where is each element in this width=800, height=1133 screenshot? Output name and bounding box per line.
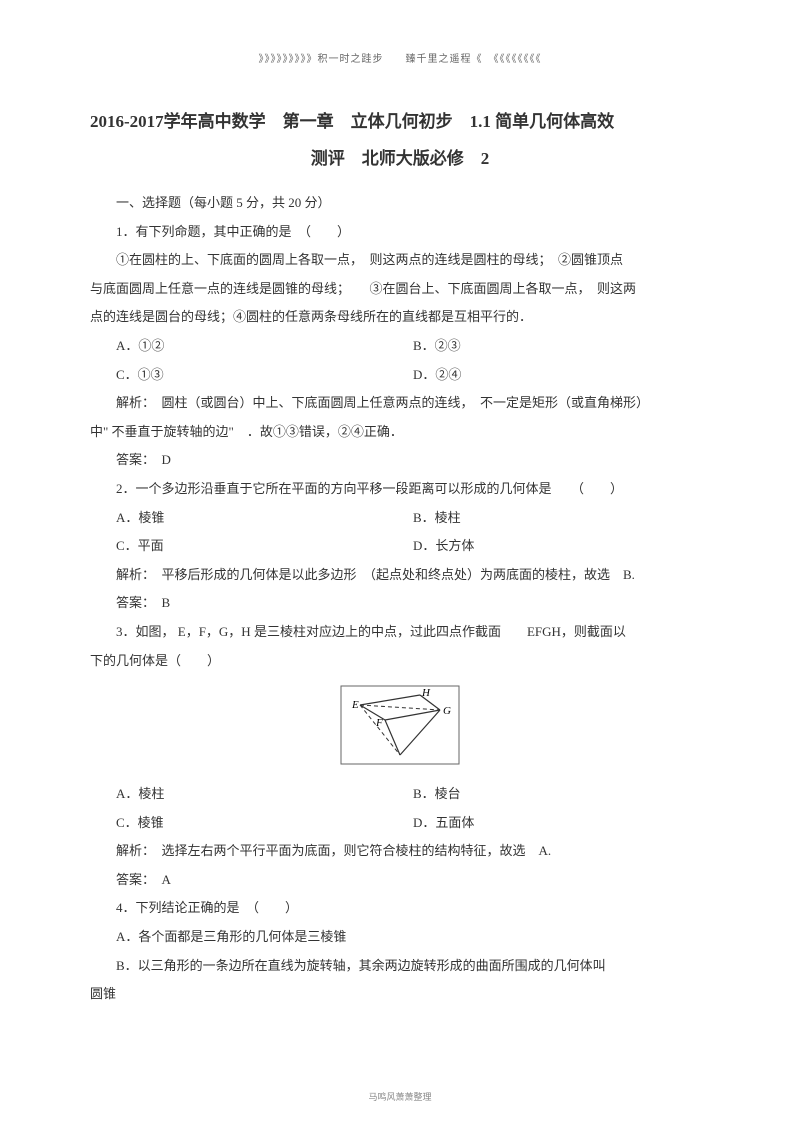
section-header: 一、选择题（每小题 5 分，共 20 分）	[90, 189, 710, 218]
q1-body-2: 与底面圆周上任意一点的连线是圆锥的母线； ③在圆台上、下底面圆周上各取一点， 则…	[90, 275, 710, 304]
q3-figure: E F G H	[90, 685, 710, 770]
edge-front-down	[385, 720, 400, 755]
q1-answer: 答案： D	[90, 446, 710, 475]
q2-options-row-1: A．棱锥 B．棱柱	[90, 504, 710, 533]
title-line-1: 2016-2017学年高中数学 第一章 立体几何初步 1.1 简单几何体高效	[90, 105, 710, 139]
q4-option-a: A．各个面都是三角形的几何体是三棱锥	[90, 923, 710, 952]
q1-analysis-2: 中" 不垂直于旋转轴的边" ．故①③错误，②④正确．	[90, 418, 710, 447]
q1-option-c: C．①③	[116, 361, 413, 390]
q3-analysis: 解析： 选择左右两个平行平面为底面，则它符合棱柱的结构特征，故选 A.	[90, 837, 710, 866]
q4-option-b-2: 圆锥	[90, 980, 710, 1009]
q1-body-3: 点的连线是圆台的母线；④圆柱的任意两条母线所在的直线都是互相平行的．	[90, 303, 710, 332]
q2-stem: 2．一个多边形沿垂直于它所在平面的方向平移一段距离可以形成的几何体是 （ ）	[90, 475, 710, 504]
q1-option-b: B．②③	[413, 332, 710, 361]
q3-option-d: D．五面体	[413, 809, 710, 838]
q3-options-row-2: C．棱锥 D．五面体	[90, 809, 710, 838]
q1-stem: 1．有下列命题，其中正确的是 （ ）	[90, 218, 710, 247]
q3-answer: 答案： A	[90, 866, 710, 895]
edge-back-down	[360, 705, 400, 755]
q4-option-b-1: B．以三角形的一条边所在直线为旋转轴，其余两边旋转形成的曲面所围成的几何体叫	[90, 952, 710, 981]
figure-border	[341, 686, 459, 764]
q2-option-a: A．棱锥	[116, 504, 413, 533]
q3-option-a: A．棱柱	[116, 780, 413, 809]
q2-answer: 答案： B	[90, 589, 710, 618]
label-f: F	[375, 717, 383, 729]
label-g: G	[443, 705, 451, 717]
header-decoration: 》》》》》》》》》积一时之跬步 臻千里之遥程《 《《《《《《《《	[90, 50, 710, 65]
q2-analysis: 解析： 平移后形成的几何体是以此多边形 （起点处和终点处）为两底面的棱柱，故选 …	[90, 561, 710, 590]
q1-options-row-1: A．①② B．②③	[90, 332, 710, 361]
q1-body-1: ①在圆柱的上、下底面的圆周上各取一点， 则这两点的连线是圆柱的母线； ②圆锥顶点	[90, 246, 710, 275]
q4-stem: 4．下列结论正确的是 （ ）	[90, 894, 710, 923]
q2-option-c: C．平面	[116, 532, 413, 561]
edge-eh-diag	[360, 705, 440, 710]
title-line-2: 测评 北师大版必修 2	[90, 144, 710, 169]
footer-text: 马鸣风萧萧整理	[0, 1090, 800, 1103]
prism-diagram: E F G H	[340, 685, 460, 765]
q1-option-d: D．②④	[413, 361, 710, 390]
label-e: E	[351, 699, 359, 711]
q3-stem-2: 下的几何体是（ ）	[90, 647, 710, 676]
q1-analysis-1: 解析： 圆柱（或圆台）中上、下底面圆周上任意两点的连线， 不一定是矩形（或直角梯…	[90, 389, 710, 418]
edge-top-back	[360, 695, 420, 705]
q3-stem-1: 3．如图， E，F，G，H 是三棱柱对应边上的中点，过此四点作截面 EFGH，则…	[90, 618, 710, 647]
q2-option-d: D．长方体	[413, 532, 710, 561]
q2-option-b: B．棱柱	[413, 504, 710, 533]
label-h: H	[421, 687, 431, 699]
q2-options-row-2: C．平面 D．长方体	[90, 532, 710, 561]
q1-options-row-2: C．①③ D．②④	[90, 361, 710, 390]
q1-option-a: A．①②	[116, 332, 413, 361]
q3-option-c: C．棱锥	[116, 809, 413, 838]
q3-option-b: B．棱台	[413, 780, 710, 809]
q3-options-row-1: A．棱柱 B．棱台	[90, 780, 710, 809]
